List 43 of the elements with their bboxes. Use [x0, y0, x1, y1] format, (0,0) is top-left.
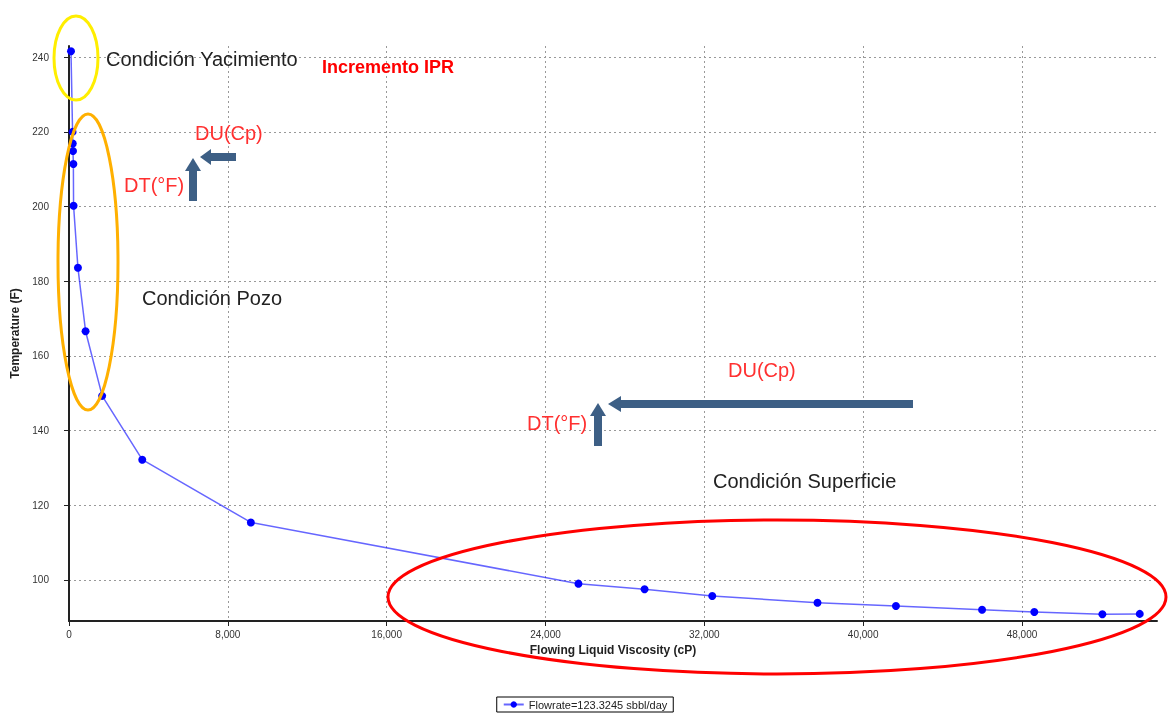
- x-tick-label: 16,000: [371, 628, 403, 640]
- point: [813, 598, 822, 607]
- annotation: Condición Pozo: [142, 286, 283, 311]
- point: [138, 455, 147, 464]
- point: [574, 579, 583, 588]
- annotation: Incremento IPR: [322, 56, 455, 79]
- point: [68, 146, 77, 155]
- point: [891, 602, 900, 611]
- point: [640, 585, 649, 594]
- y-tick-label: 200: [32, 201, 50, 213]
- annotation: Condición Superficie: [713, 469, 897, 494]
- point: [66, 47, 75, 56]
- y-axis-title: Temperature (F): [8, 288, 23, 379]
- x-tick-label: 32,000: [689, 628, 721, 640]
- x-tick-label: 24,000: [530, 628, 562, 640]
- point: [69, 201, 78, 210]
- y-tick-label: 220: [32, 126, 50, 138]
- x-tick-label: 0: [66, 628, 73, 640]
- point: [978, 605, 987, 614]
- annotation: DU(Cp): [728, 358, 796, 383]
- x-tick-label: 8,000: [215, 628, 241, 640]
- y-tick-label: 140: [32, 425, 50, 437]
- x-tick-label: 48,000: [1006, 628, 1038, 640]
- point: [1030, 608, 1039, 617]
- point: [73, 263, 82, 272]
- annotation: Condición Yacimiento: [106, 47, 298, 72]
- annotation: DU(Cp): [195, 121, 263, 146]
- point: [69, 159, 78, 168]
- point: [246, 518, 255, 527]
- annotation: DT(°F): [124, 173, 185, 198]
- annotation: DT(°F): [527, 411, 588, 436]
- point: [81, 327, 90, 336]
- x-axis-title: Flowing Liquid Viscosity (cP): [529, 642, 697, 657]
- point: [1098, 610, 1107, 619]
- point: [1135, 609, 1144, 618]
- point: [708, 591, 717, 600]
- legend-label: Flowrate=123.3245 sbbl/day: [528, 698, 668, 711]
- y-tick-label: 120: [32, 499, 50, 511]
- y-tick-label: 240: [32, 51, 50, 63]
- y-tick-label: 100: [32, 574, 50, 586]
- x-tick-label: 40,000: [847, 628, 879, 640]
- y-tick-label: 160: [32, 350, 50, 362]
- y-tick-label: 180: [32, 275, 50, 287]
